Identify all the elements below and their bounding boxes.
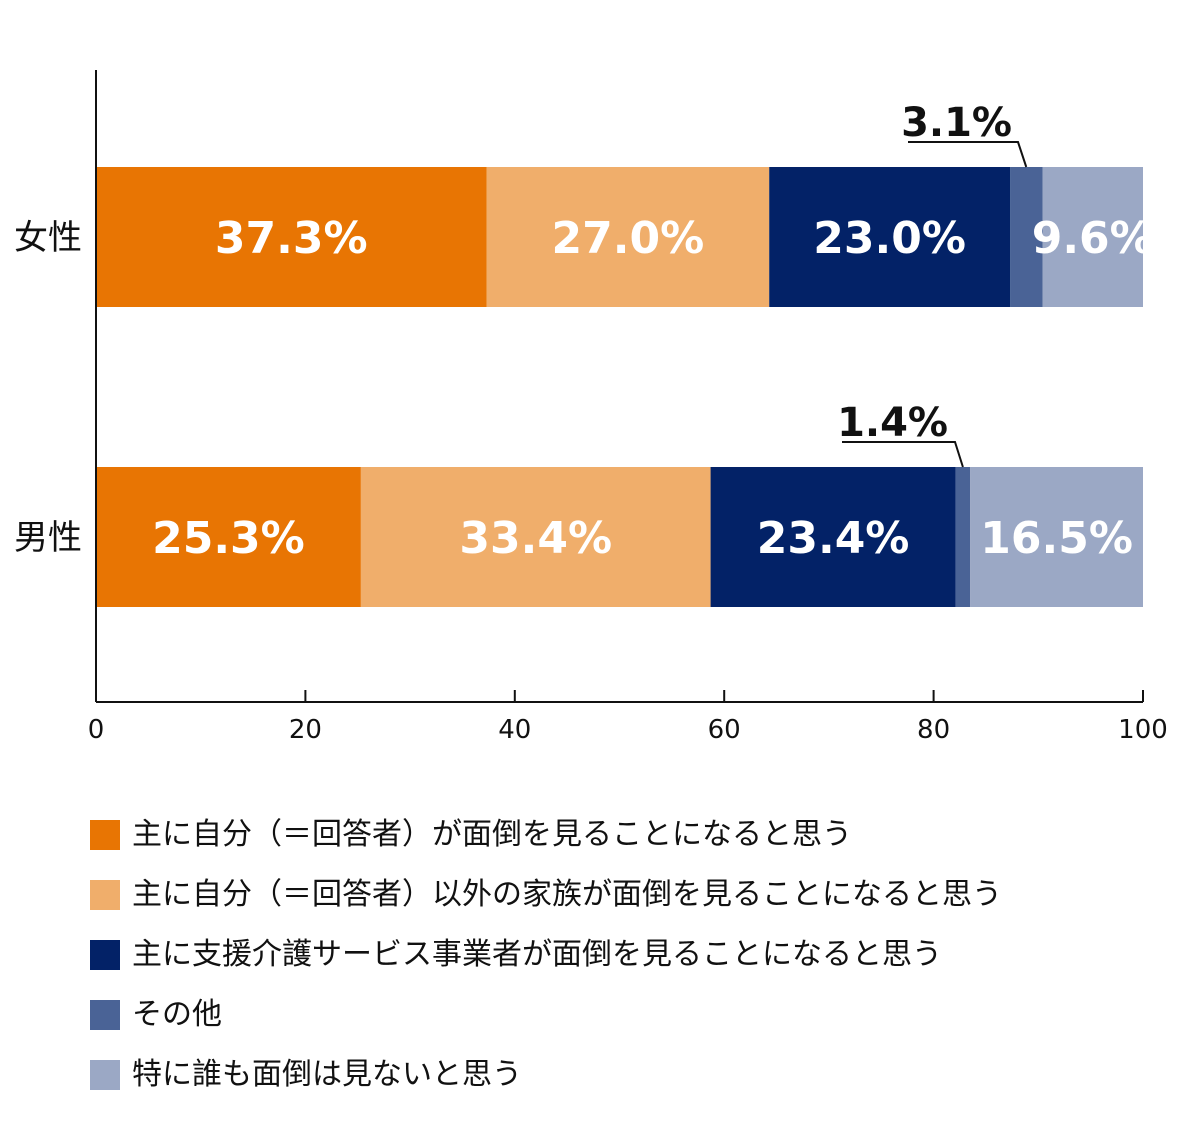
bar-segment — [96, 467, 361, 607]
category-label: 男性 — [14, 518, 82, 558]
data-label: 23.0% — [813, 213, 966, 264]
x-tick-label: 80 — [917, 715, 950, 740]
data-label: 23.4% — [757, 513, 910, 564]
legend-item: 主に自分（＝回答者）以外の家族が面倒を見ることになると思う — [90, 865, 1002, 925]
legend-label: 主に支援介護サービス事業者が面倒を見ることになると思う — [132, 937, 942, 972]
x-tick-label: 20 — [289, 715, 322, 740]
chart-legend: 主に自分（＝回答者）が面倒を見ることになると思う主に自分（＝回答者）以外の家族が… — [90, 805, 1002, 1105]
chart-canvas: 37.3% 27.0% 23.0% 3.1% 9.6% 女性 25.3% 33.4% 23.4%… — [14, 70, 1168, 740]
x-tick-label: 100 — [1118, 715, 1168, 740]
bar-segment — [360, 467, 711, 607]
legend-item: その他 — [90, 985, 1002, 1045]
bar-segment — [769, 167, 1011, 307]
x-tick-label: 60 — [708, 715, 741, 740]
legend-label: 特に誰も面倒は見ないと思う — [132, 1057, 522, 1092]
data-label: 3.1% — [901, 100, 1012, 146]
legend-swatch — [90, 1000, 120, 1030]
bar-segment — [1010, 167, 1043, 307]
legend-swatch — [90, 820, 120, 850]
legend-swatch — [90, 1060, 120, 1090]
data-label: 27.0% — [552, 213, 705, 264]
stacked-bar-chart: 37.3% 27.0% 23.0% 3.1% 9.6% 女性 25.3% 33.4% 23.4%… — [14, 70, 1168, 740]
category-label: 女性 — [14, 218, 82, 258]
legend-swatch — [90, 880, 120, 910]
legend-item: 特に誰も面倒は見ないと思う — [90, 1045, 1002, 1105]
leader-line — [908, 141, 1028, 168]
x-tick-label: 40 — [498, 715, 531, 740]
legend-label: 主に自分（＝回答者）が面倒を見ることになると思う — [132, 817, 852, 852]
bar-segment — [970, 467, 1143, 607]
bar-segment — [955, 467, 971, 607]
leader-line — [842, 441, 964, 468]
legend-label: その他 — [132, 997, 222, 1032]
data-label: 1.4% — [837, 400, 948, 446]
data-label: 16.5% — [980, 513, 1133, 564]
x-tick-label: 0 — [88, 715, 105, 740]
bar-segment — [710, 467, 956, 607]
bar-segment — [486, 167, 770, 307]
bar-segment — [1042, 167, 1143, 307]
data-label: 37.3% — [215, 213, 368, 264]
data-label: 25.3% — [152, 513, 305, 564]
legend-item: 主に自分（＝回答者）が面倒を見ることになると思う — [90, 805, 1002, 865]
legend-item: 主に支援介護サービス事業者が面倒を見ることになると思う — [90, 925, 1002, 985]
legend-swatch — [90, 940, 120, 970]
data-label: 33.4% — [459, 513, 612, 564]
bar-segment — [96, 167, 487, 307]
data-label: 9.6% — [1032, 213, 1154, 264]
legend-label: 主に自分（＝回答者）以外の家族が面倒を見ることになると思う — [132, 877, 1002, 912]
